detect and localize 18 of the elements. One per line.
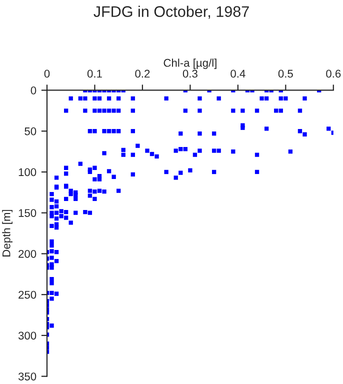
- x-tick-label: 0.4: [230, 70, 246, 78]
- x-tick-label: 0: [44, 70, 50, 78]
- chart-title: JFDG in October, 1987: [94, 6, 249, 19]
- y-tick-label: 250: [18, 290, 36, 299]
- y-tick-label: 200: [18, 250, 36, 258]
- x-tick-label: 0.3: [182, 70, 198, 78]
- x-tick-label: 0.5: [278, 70, 293, 78]
- y-tick-label: 350: [18, 372, 36, 380]
- y-axis-title: Depth [m]: [2, 210, 12, 256]
- y-tick-label: 0: [30, 86, 36, 94]
- x-tick-label: 0.2: [135, 70, 150, 78]
- y-tick-label: 150: [18, 209, 36, 217]
- y-tick-label: 300: [18, 332, 36, 340]
- y-tick-label: 100: [18, 168, 36, 176]
- x-tick-label: 0.6: [326, 70, 341, 78]
- x-tick-label: 0.1: [87, 70, 102, 78]
- y-tick-label: 50: [24, 127, 36, 136]
- x-axis-title: Chl-a [µg/l]: [164, 58, 216, 69]
